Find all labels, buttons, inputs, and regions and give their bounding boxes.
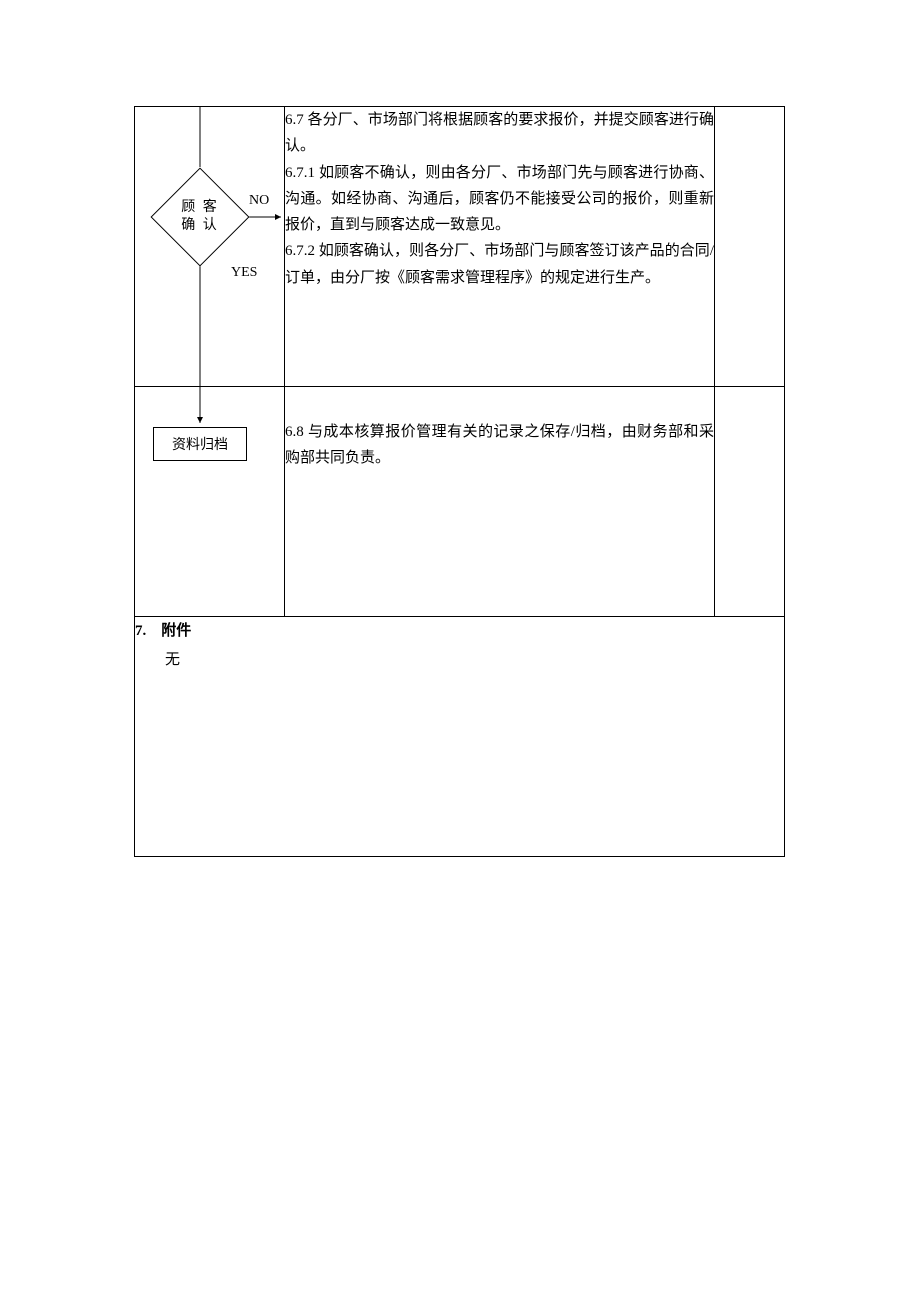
decision-label-line2: 确 认 — [181, 218, 219, 233]
decision-label-line1: 顾 客 — [181, 200, 219, 215]
paragraph: 6.7 各分厂、市场部门将根据顾客的要求报价，并提交顾客进行确认。 — [285, 107, 714, 160]
attachment-content: 无 — [165, 646, 784, 675]
text-cell-6-8: 6.8 与成本核算报价管理有关的记录之保存/归档，由财务部和采购部共同负责。 — [285, 387, 715, 617]
procedure-table: 顾 客 确 认 NO YES 6.7 各分厂、市场部门将根据顾客的要求报价，并提… — [134, 106, 785, 857]
table-row: 7. 附件 无 — [135, 617, 785, 857]
table-row: 资料归档 6.8 与成本核算报价管理有关的记录之保存/归档，由财务部和采购部共同… — [135, 387, 785, 617]
branch-label-no: NO — [249, 193, 269, 209]
process-box-archive: 资料归档 — [153, 427, 247, 461]
attachment-cell: 7. 附件 无 — [135, 617, 785, 857]
paragraph: 6.7.1 如顾客不确认，则由各分厂、市场部门先与顾客进行协商、沟通。如经协商、… — [285, 160, 714, 239]
paragraph: 6.8 与成本核算报价管理有关的记录之保存/归档，由财务部和采购部共同负责。 — [285, 419, 714, 472]
process-box-label: 资料归档 — [172, 434, 228, 454]
text-cell-6-7: 6.7 各分厂、市场部门将根据顾客的要求报价，并提交顾客进行确认。 6.7.1 … — [285, 107, 715, 387]
flow-cell-archive: 资料归档 — [135, 387, 285, 617]
document-page: 顾 客 确 认 NO YES 6.7 各分厂、市场部门将根据顾客的要求报价，并提… — [134, 106, 784, 857]
blank-cell — [715, 387, 785, 617]
blank-cell — [715, 107, 785, 387]
decision-label: 顾 客 确 认 — [160, 199, 240, 235]
branch-label-yes: YES — [231, 265, 257, 281]
flow-cell-customer-confirm: 顾 客 确 认 NO YES — [135, 107, 285, 387]
attachment-title: 7. 附件 — [135, 617, 784, 646]
flow-svg-2 — [135, 387, 285, 617]
paragraph: 6.7.2 如顾客确认，则各分厂、市场部门与顾客签订该产品的合同/订单，由分厂按… — [285, 238, 714, 291]
table-row: 顾 客 确 认 NO YES 6.7 各分厂、市场部门将根据顾客的要求报价，并提… — [135, 107, 785, 387]
